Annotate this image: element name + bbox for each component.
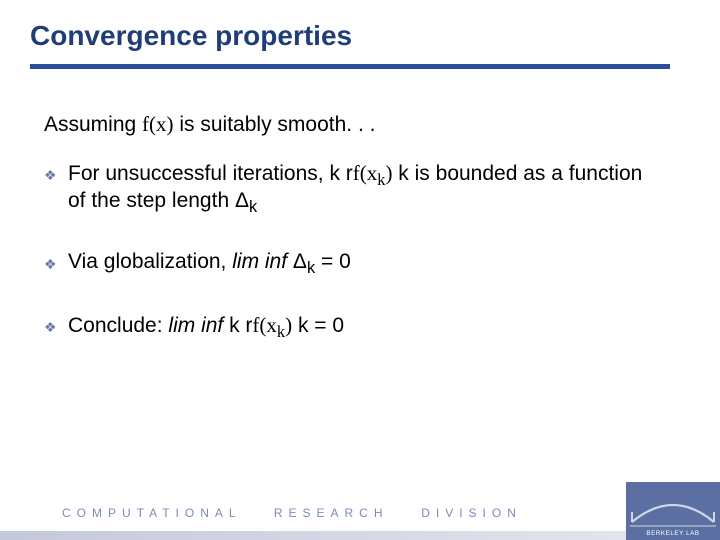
diamond-bullet-icon: ❖ (44, 161, 58, 189)
text-run: Via globalization, (68, 250, 232, 273)
text-run: For unsuccessful iterations, k (68, 162, 346, 185)
text-run: = 0 (315, 250, 351, 273)
slide: Convergence properties Assuming f(x) is … (0, 0, 720, 540)
text-run: Δ (287, 250, 307, 273)
text-run: k (307, 259, 315, 277)
text-run: f(x (252, 313, 277, 337)
intro-line: Assuming f(x) is suitably smooth. . . (44, 112, 375, 137)
bullet-item: ❖For unsuccessful iterations, k rf(xk) k… (44, 160, 644, 215)
footer-right: DIVISION (421, 506, 522, 520)
lab-logo: BERKELEY LAB (626, 482, 720, 540)
diamond-bullet-icon: ❖ (44, 250, 58, 278)
text-run: f(x (353, 161, 378, 185)
logo-caption: BERKELEY LAB (646, 530, 699, 537)
footer-mid: RESEARCH (274, 506, 389, 520)
footer-left: COMPUTATIONAL (62, 506, 241, 520)
text-run: Conclude: (68, 314, 168, 337)
bullet-list: ❖For unsuccessful iterations, k rf(xk) k… (44, 160, 644, 375)
bullet-text: For unsuccessful iterations, k rf(xk) k … (68, 160, 644, 215)
text-run: lim inf (168, 314, 223, 337)
bullet-text: Conclude: lim inf k rf(xk) k = 0 (68, 312, 644, 340)
intro-pre: Assuming (44, 113, 142, 136)
text-run: k (277, 322, 285, 341)
bullet-item: ❖ Via globalization, lim inf Δk = 0 (44, 249, 644, 278)
text-run: k (249, 198, 257, 216)
text-run: lim inf (232, 250, 287, 273)
bullet-text: Via globalization, lim inf Δk = 0 (68, 249, 644, 276)
page-title: Convergence properties (30, 20, 352, 52)
bullet-item: ❖ Conclude: lim inf k rf(xk) k = 0 (44, 312, 644, 341)
text-run: r (346, 162, 353, 185)
text-run: Δ (235, 189, 249, 212)
text-run: k (223, 314, 245, 337)
title-rule (30, 64, 670, 69)
text-run: k = 0 (292, 314, 344, 337)
footer-text: COMPUTATIONAL RESEARCH DIVISION (62, 506, 522, 520)
footer-bar (0, 531, 626, 540)
diamond-bullet-icon: ❖ (44, 313, 58, 341)
intro-fx: f(x) (142, 112, 173, 136)
intro-post: is suitably smooth. . . (174, 113, 376, 136)
